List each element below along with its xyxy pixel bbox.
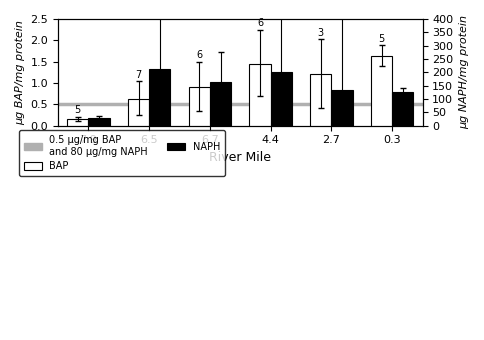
Bar	[210, 82, 231, 126]
Bar	[189, 87, 210, 126]
Y-axis label: μg BAP/mg protein: μg BAP/mg protein	[15, 20, 25, 125]
Bar	[249, 64, 271, 126]
Legend: 0.5 μg/mg BAP
and 80 μg/mg NAPH, BAP, NAPH: 0.5 μg/mg BAP and 80 μg/mg NAPH, BAP, NA…	[19, 130, 225, 176]
Bar	[67, 119, 89, 126]
Bar	[89, 118, 110, 126]
Text: 6: 6	[257, 18, 263, 28]
Text: 6: 6	[196, 50, 202, 60]
Bar	[271, 72, 292, 126]
Y-axis label: μg NAPH/mg protein: μg NAPH/mg protein	[459, 15, 469, 129]
Text: 5: 5	[378, 34, 385, 44]
Text: 3: 3	[318, 28, 324, 38]
Bar	[310, 74, 332, 126]
Bar	[149, 69, 170, 126]
X-axis label: River Mile: River Mile	[209, 151, 272, 164]
Bar	[392, 92, 413, 126]
Bar	[371, 56, 392, 126]
Text: 5: 5	[75, 105, 81, 116]
Text: 7: 7	[136, 70, 142, 80]
Bar	[128, 99, 149, 126]
Bar	[332, 90, 353, 126]
